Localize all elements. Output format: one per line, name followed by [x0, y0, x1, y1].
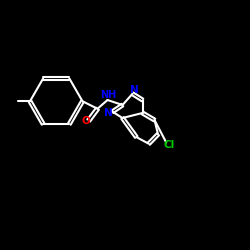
Text: NH: NH [100, 90, 116, 101]
Text: N: N [104, 108, 112, 118]
Text: Cl: Cl [164, 140, 175, 149]
Text: N: N [130, 85, 138, 95]
Text: O: O [82, 116, 90, 126]
